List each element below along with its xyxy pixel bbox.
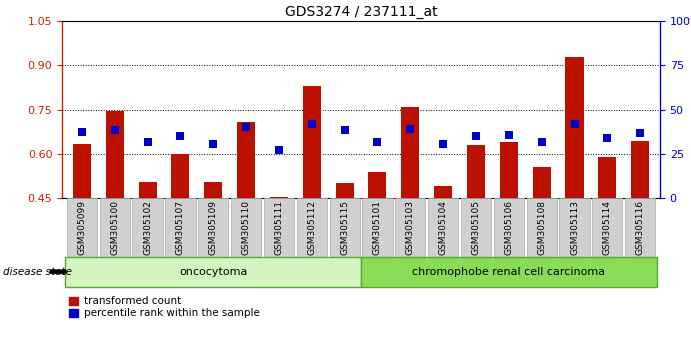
Text: GSM305106: GSM305106 — [504, 200, 513, 255]
Text: GSM305114: GSM305114 — [603, 200, 612, 255]
Bar — [237, 121, 255, 198]
Point — [634, 131, 645, 136]
Bar — [139, 182, 157, 198]
Bar — [303, 86, 321, 198]
Point — [405, 126, 416, 132]
Text: GSM305109: GSM305109 — [209, 200, 218, 255]
Text: GSM305102: GSM305102 — [143, 200, 152, 255]
Text: GSM305108: GSM305108 — [537, 200, 546, 255]
Bar — [434, 187, 452, 198]
Text: GSM305112: GSM305112 — [307, 200, 316, 255]
Bar — [73, 144, 91, 198]
Text: GSM305101: GSM305101 — [373, 200, 382, 255]
Bar — [205, 182, 223, 198]
Point — [240, 125, 252, 130]
Text: GSM305116: GSM305116 — [636, 200, 645, 255]
Point — [471, 133, 482, 139]
Text: percentile rank within the sample: percentile rank within the sample — [84, 308, 260, 318]
Point — [503, 132, 514, 138]
Point — [372, 139, 383, 145]
Bar — [106, 111, 124, 198]
Bar — [171, 154, 189, 198]
Point — [175, 133, 186, 139]
Point — [536, 139, 547, 145]
Text: GSM305104: GSM305104 — [439, 200, 448, 255]
Text: GSM305105: GSM305105 — [471, 200, 480, 255]
Bar — [565, 57, 583, 198]
Point — [142, 139, 153, 145]
Text: GSM305107: GSM305107 — [176, 200, 185, 255]
Bar — [598, 157, 616, 198]
Text: GSM305115: GSM305115 — [340, 200, 349, 255]
Text: GSM305111: GSM305111 — [274, 200, 283, 255]
Text: chromophobe renal cell carcinoma: chromophobe renal cell carcinoma — [413, 267, 605, 277]
Point — [274, 147, 285, 152]
Point — [306, 122, 317, 127]
Text: GSM305103: GSM305103 — [406, 200, 415, 255]
Text: GSM305099: GSM305099 — [77, 200, 86, 255]
Text: oncocytoma: oncocytoma — [179, 267, 247, 277]
Bar — [336, 183, 354, 198]
Bar — [631, 141, 650, 198]
Text: GSM305100: GSM305100 — [111, 200, 120, 255]
Point — [109, 127, 120, 133]
Text: disease state: disease state — [3, 267, 73, 277]
Point — [602, 135, 613, 141]
Bar — [401, 107, 419, 198]
Bar — [500, 142, 518, 198]
Bar — [467, 145, 485, 198]
Point — [437, 141, 448, 147]
Point — [77, 129, 88, 135]
Text: transformed count: transformed count — [84, 296, 181, 306]
Point — [339, 127, 350, 133]
Text: GSM305110: GSM305110 — [242, 200, 251, 255]
Bar — [270, 197, 288, 198]
Title: GDS3274 / 237111_at: GDS3274 / 237111_at — [285, 5, 437, 19]
Text: GSM305113: GSM305113 — [570, 200, 579, 255]
Bar — [533, 167, 551, 198]
Point — [208, 141, 219, 147]
Bar — [368, 172, 386, 198]
Point — [569, 122, 580, 127]
